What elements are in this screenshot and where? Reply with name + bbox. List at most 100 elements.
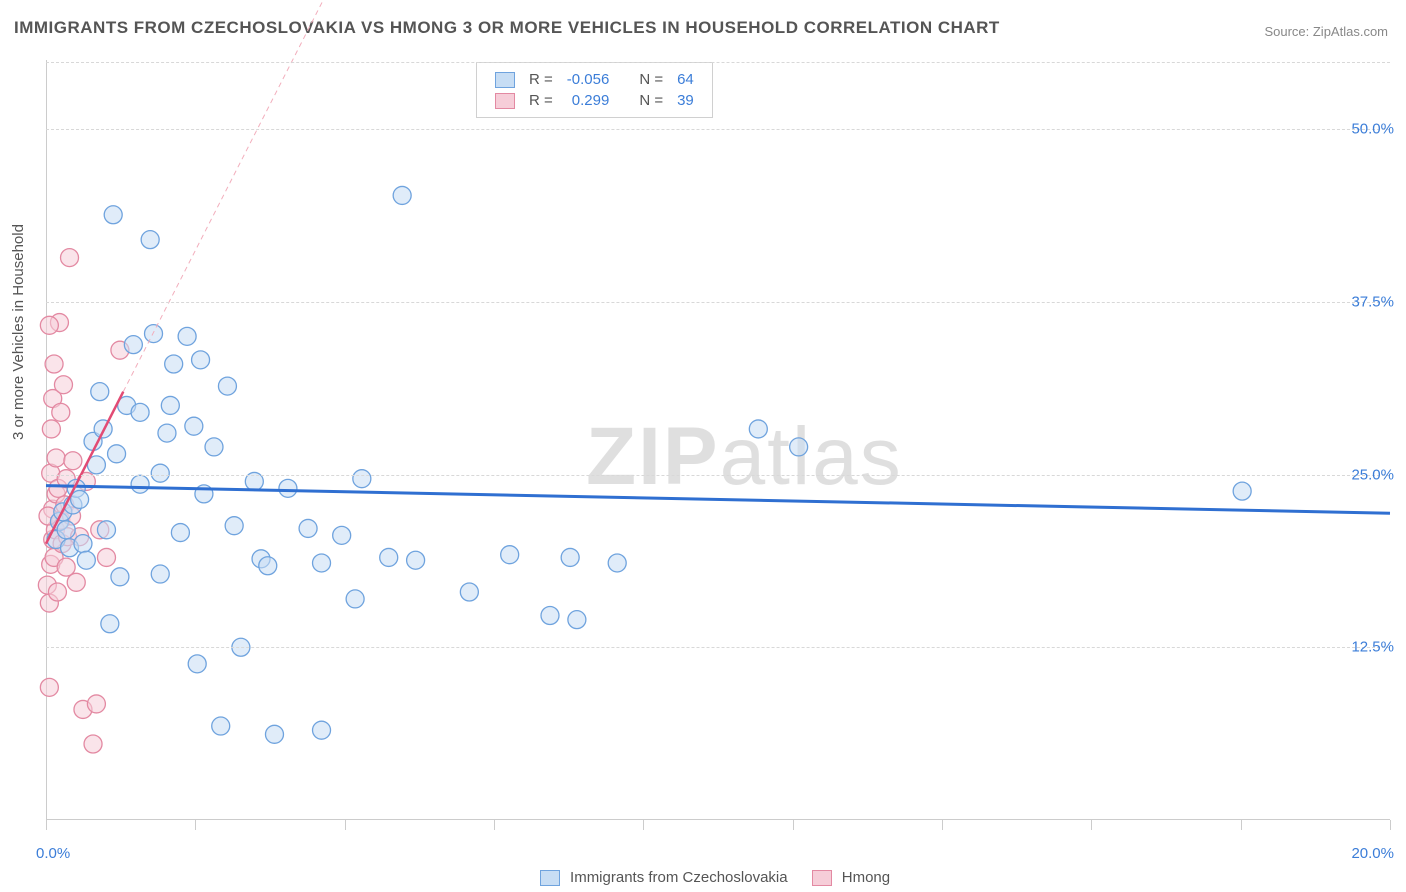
data-point — [54, 376, 72, 394]
x-tick — [643, 820, 644, 830]
legend-r-label: R = — [523, 70, 559, 89]
data-point — [64, 452, 82, 470]
legend-row: R =-0.056 N =64 — [489, 70, 700, 89]
data-point — [265, 725, 283, 743]
data-point — [541, 606, 559, 624]
x-tick — [195, 820, 196, 830]
data-point — [71, 490, 89, 508]
y-axis-label: 3 or more Vehicles in Household — [10, 224, 27, 440]
chart-plot-area: ZIPatlas R =-0.056N =64R =0.299N =39 — [46, 60, 1390, 820]
x-tick — [1390, 820, 1391, 830]
x-tick — [494, 820, 495, 830]
data-point — [171, 524, 189, 542]
source-credit: Source: ZipAtlas.com — [1264, 24, 1388, 39]
data-point — [178, 327, 196, 345]
y-tick-label: 12.5% — [1351, 639, 1394, 656]
data-point — [346, 590, 364, 608]
data-point — [97, 521, 115, 539]
x-tick — [793, 820, 794, 830]
legend-n-label: N = — [633, 91, 669, 110]
data-point — [74, 535, 92, 553]
data-point — [77, 551, 95, 569]
data-point — [151, 464, 169, 482]
data-point — [40, 316, 58, 334]
data-point — [57, 521, 75, 539]
data-point — [42, 420, 60, 438]
chart-title: IMMIGRANTS FROM CZECHOSLOVAKIA VS HMONG … — [14, 18, 1000, 38]
legend-swatch — [540, 870, 560, 886]
data-point — [131, 475, 149, 493]
legend-r-value: 0.299 — [561, 91, 616, 110]
y-tick-label: 25.0% — [1351, 466, 1394, 483]
data-point — [333, 526, 351, 544]
legend-row: R =0.299 N =39 — [489, 91, 700, 110]
data-point — [393, 186, 411, 204]
gridline — [46, 647, 1390, 648]
data-point — [101, 615, 119, 633]
gridline — [46, 129, 1390, 130]
legend-label: Immigrants from Czechoslovakia — [566, 869, 788, 886]
data-point — [218, 377, 236, 395]
x-tick — [1241, 820, 1242, 830]
legend-swatch — [812, 870, 832, 886]
data-point — [460, 583, 478, 601]
regression-line — [46, 486, 1390, 514]
data-point — [501, 546, 519, 564]
legend-r-value: -0.056 — [561, 70, 616, 89]
data-point — [84, 735, 102, 753]
data-point — [67, 573, 85, 591]
data-point — [185, 417, 203, 435]
legend-n-label: N = — [633, 70, 669, 89]
data-point — [97, 548, 115, 566]
data-point — [104, 206, 122, 224]
data-point — [749, 420, 767, 438]
data-point — [111, 568, 129, 586]
gridline — [46, 62, 1390, 63]
scatter-svg — [46, 60, 1390, 820]
gridline — [46, 475, 1390, 476]
data-point — [299, 519, 317, 537]
data-point — [57, 558, 75, 576]
y-tick-label: 37.5% — [1351, 293, 1394, 310]
data-point — [1233, 482, 1251, 500]
data-point — [61, 249, 79, 267]
data-point — [212, 717, 230, 735]
legend-label: Hmong — [838, 869, 891, 886]
data-point — [205, 438, 223, 456]
data-point — [313, 721, 331, 739]
data-point — [52, 403, 70, 421]
data-point — [124, 336, 142, 354]
legend-n-value: 39 — [671, 91, 700, 110]
data-point — [380, 548, 398, 566]
data-point — [407, 551, 425, 569]
data-point — [188, 655, 206, 673]
y-tick-label: 50.0% — [1351, 121, 1394, 138]
x-tick — [345, 820, 346, 830]
data-point — [108, 445, 126, 463]
data-point — [158, 424, 176, 442]
data-point — [145, 325, 163, 343]
data-point — [161, 396, 179, 414]
data-point — [568, 611, 586, 629]
data-point — [192, 351, 210, 369]
data-point — [141, 231, 159, 249]
data-point — [225, 517, 243, 535]
data-point — [279, 479, 297, 497]
data-point — [313, 554, 331, 572]
x-tick-right: 20.0% — [1351, 845, 1394, 862]
correlation-legend: R =-0.056 N =64 R =0.299 N =39 — [476, 62, 713, 118]
legend-n-value: 64 — [671, 70, 700, 89]
data-point — [40, 678, 58, 696]
data-point — [45, 355, 63, 373]
gridline — [46, 302, 1390, 303]
x-tick-left: 0.0% — [36, 845, 70, 862]
x-tick — [1091, 820, 1092, 830]
data-point — [131, 403, 149, 421]
data-point — [151, 565, 169, 583]
data-point — [561, 548, 579, 566]
data-point — [87, 695, 105, 713]
data-point — [259, 557, 277, 575]
series-legend: Immigrants from Czechoslovakia Hmong — [0, 869, 1406, 886]
legend-swatch — [495, 72, 515, 88]
legend-r-label: R = — [523, 91, 559, 110]
